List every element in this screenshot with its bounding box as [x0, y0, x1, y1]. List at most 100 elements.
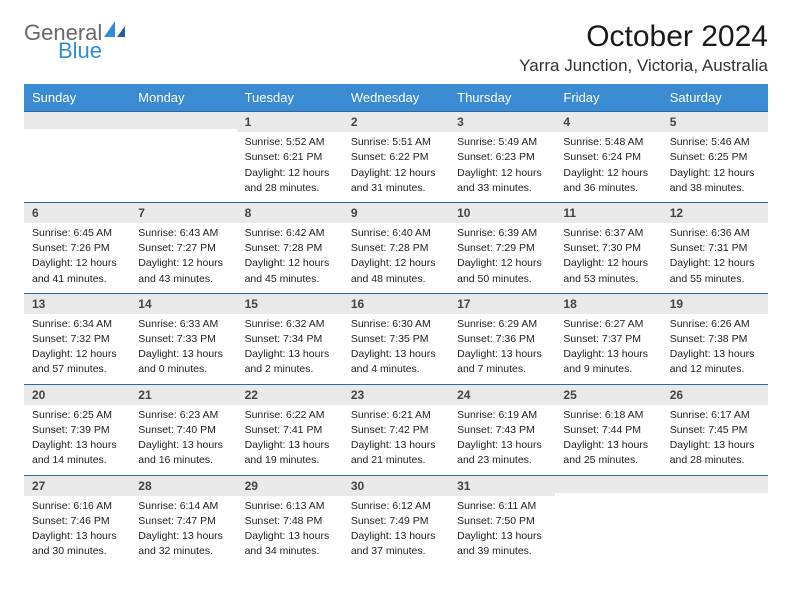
daylight-line2: and 53 minutes. [563, 272, 653, 286]
sunrise-text: Sunrise: 6:39 AM [457, 226, 547, 240]
day-number-bar: 21 [130, 384, 236, 405]
calendar-cell: 30Sunrise: 6:12 AMSunset: 7:49 PMDayligh… [343, 475, 449, 566]
daylight-line2: and 32 minutes. [138, 544, 228, 558]
daylight-line2: and 38 minutes. [670, 181, 760, 195]
daylight-line1: Daylight: 13 hours [351, 347, 441, 361]
sunset-text: Sunset: 7:29 PM [457, 241, 547, 255]
daylight-line2: and 43 minutes. [138, 272, 228, 286]
calendar-table: Sunday Monday Tuesday Wednesday Thursday… [24, 84, 768, 565]
daylight-line1: Daylight: 12 hours [245, 256, 335, 270]
calendar-cell: 25Sunrise: 6:18 AMSunset: 7:44 PMDayligh… [555, 384, 661, 475]
calendar-week-row: 27Sunrise: 6:16 AMSunset: 7:46 PMDayligh… [24, 475, 768, 566]
weekday-sat: Saturday [662, 84, 768, 111]
day-number-bar: 8 [237, 202, 343, 223]
day-number-bar: 28 [130, 475, 236, 496]
calendar-week-row: 1Sunrise: 5:52 AMSunset: 6:21 PMDaylight… [24, 111, 768, 202]
day-body: Sunrise: 6:29 AMSunset: 7:36 PMDaylight:… [449, 314, 555, 384]
daylight-line2: and 16 minutes. [138, 453, 228, 467]
day-number-bar: 23 [343, 384, 449, 405]
calendar-cell: 5Sunrise: 5:46 AMSunset: 6:25 PMDaylight… [662, 111, 768, 202]
sunset-text: Sunset: 7:38 PM [670, 332, 760, 346]
calendar-cell: 20Sunrise: 6:25 AMSunset: 7:39 PMDayligh… [24, 384, 130, 475]
sunrise-text: Sunrise: 6:18 AM [563, 408, 653, 422]
daylight-line2: and 2 minutes. [245, 362, 335, 376]
daylight-line1: Daylight: 12 hours [351, 256, 441, 270]
day-number-bar: 10 [449, 202, 555, 223]
day-number-bar: 11 [555, 202, 661, 223]
daylight-line1: Daylight: 13 hours [670, 347, 760, 361]
day-number-bar: 12 [662, 202, 768, 223]
daylight-line1: Daylight: 13 hours [32, 529, 122, 543]
sunset-text: Sunset: 6:24 PM [563, 150, 653, 164]
calendar-cell: 13Sunrise: 6:34 AMSunset: 7:32 PMDayligh… [24, 293, 130, 384]
daylight-line2: and 19 minutes. [245, 453, 335, 467]
day-body: Sunrise: 6:27 AMSunset: 7:37 PMDaylight:… [555, 314, 661, 384]
month-title: October 2024 [519, 20, 768, 54]
sunset-text: Sunset: 7:36 PM [457, 332, 547, 346]
day-number-bar: 20 [24, 384, 130, 405]
sunset-text: Sunset: 7:28 PM [351, 241, 441, 255]
day-number-bar: 5 [662, 111, 768, 132]
day-body: Sunrise: 6:26 AMSunset: 7:38 PMDaylight:… [662, 314, 768, 384]
day-number-bar [662, 475, 768, 493]
daylight-line1: Daylight: 13 hours [138, 529, 228, 543]
calendar-cell: 26Sunrise: 6:17 AMSunset: 7:45 PMDayligh… [662, 384, 768, 475]
day-number-bar: 4 [555, 111, 661, 132]
daylight-line2: and 36 minutes. [563, 181, 653, 195]
daylight-line2: and 28 minutes. [670, 453, 760, 467]
calendar-cell: 6Sunrise: 6:45 AMSunset: 7:26 PMDaylight… [24, 202, 130, 293]
sunset-text: Sunset: 6:22 PM [351, 150, 441, 164]
sunset-text: Sunset: 7:30 PM [563, 241, 653, 255]
day-number-bar: 30 [343, 475, 449, 496]
sunset-text: Sunset: 7:49 PM [351, 514, 441, 528]
sunset-text: Sunset: 7:50 PM [457, 514, 547, 528]
day-number-bar: 3 [449, 111, 555, 132]
sunset-text: Sunset: 7:26 PM [32, 241, 122, 255]
sunrise-text: Sunrise: 6:45 AM [32, 226, 122, 240]
day-number-bar: 14 [130, 293, 236, 314]
calendar-cell: 29Sunrise: 6:13 AMSunset: 7:48 PMDayligh… [237, 475, 343, 566]
daylight-line2: and 34 minutes. [245, 544, 335, 558]
weekday-mon: Monday [130, 84, 236, 111]
day-body: Sunrise: 6:39 AMSunset: 7:29 PMDaylight:… [449, 223, 555, 293]
daylight-line2: and 33 minutes. [457, 181, 547, 195]
daylight-line1: Daylight: 12 hours [351, 166, 441, 180]
day-body: Sunrise: 6:43 AMSunset: 7:27 PMDaylight:… [130, 223, 236, 293]
sunset-text: Sunset: 7:44 PM [563, 423, 653, 437]
daylight-line1: Daylight: 13 hours [351, 529, 441, 543]
sunset-text: Sunset: 7:33 PM [138, 332, 228, 346]
calendar-cell: 3Sunrise: 5:49 AMSunset: 6:23 PMDaylight… [449, 111, 555, 202]
sunrise-text: Sunrise: 6:16 AM [32, 499, 122, 513]
day-number-bar: 19 [662, 293, 768, 314]
daylight-line2: and 37 minutes. [351, 544, 441, 558]
sunset-text: Sunset: 6:23 PM [457, 150, 547, 164]
daylight-line1: Daylight: 12 hours [563, 256, 653, 270]
sunrise-text: Sunrise: 6:17 AM [670, 408, 760, 422]
day-body: Sunrise: 6:45 AMSunset: 7:26 PMDaylight:… [24, 223, 130, 293]
day-body: Sunrise: 6:12 AMSunset: 7:49 PMDaylight:… [343, 496, 449, 566]
day-body: Sunrise: 6:34 AMSunset: 7:32 PMDaylight:… [24, 314, 130, 384]
day-number-bar [555, 475, 661, 493]
daylight-line2: and 7 minutes. [457, 362, 547, 376]
day-body: Sunrise: 5:49 AMSunset: 6:23 PMDaylight:… [449, 132, 555, 202]
day-number-bar: 27 [24, 475, 130, 496]
day-body: Sunrise: 5:46 AMSunset: 6:25 PMDaylight:… [662, 132, 768, 202]
day-number-bar: 31 [449, 475, 555, 496]
day-number-bar: 17 [449, 293, 555, 314]
sunset-text: Sunset: 7:39 PM [32, 423, 122, 437]
calendar-cell: 8Sunrise: 6:42 AMSunset: 7:28 PMDaylight… [237, 202, 343, 293]
calendar-cell: 2Sunrise: 5:51 AMSunset: 6:22 PMDaylight… [343, 111, 449, 202]
day-number-bar: 13 [24, 293, 130, 314]
day-number-bar [24, 111, 130, 129]
day-body: Sunrise: 6:17 AMSunset: 7:45 PMDaylight:… [662, 405, 768, 475]
calendar-week-row: 6Sunrise: 6:45 AMSunset: 7:26 PMDaylight… [24, 202, 768, 293]
daylight-line2: and 21 minutes. [351, 453, 441, 467]
day-number-bar [130, 111, 236, 129]
sunset-text: Sunset: 7:35 PM [351, 332, 441, 346]
weekday-header-row: Sunday Monday Tuesday Wednesday Thursday… [24, 84, 768, 111]
sunset-text: Sunset: 7:46 PM [32, 514, 122, 528]
daylight-line1: Daylight: 12 hours [32, 256, 122, 270]
daylight-line1: Daylight: 12 hours [245, 166, 335, 180]
daylight-line1: Daylight: 13 hours [138, 438, 228, 452]
day-body: Sunrise: 6:18 AMSunset: 7:44 PMDaylight:… [555, 405, 661, 475]
